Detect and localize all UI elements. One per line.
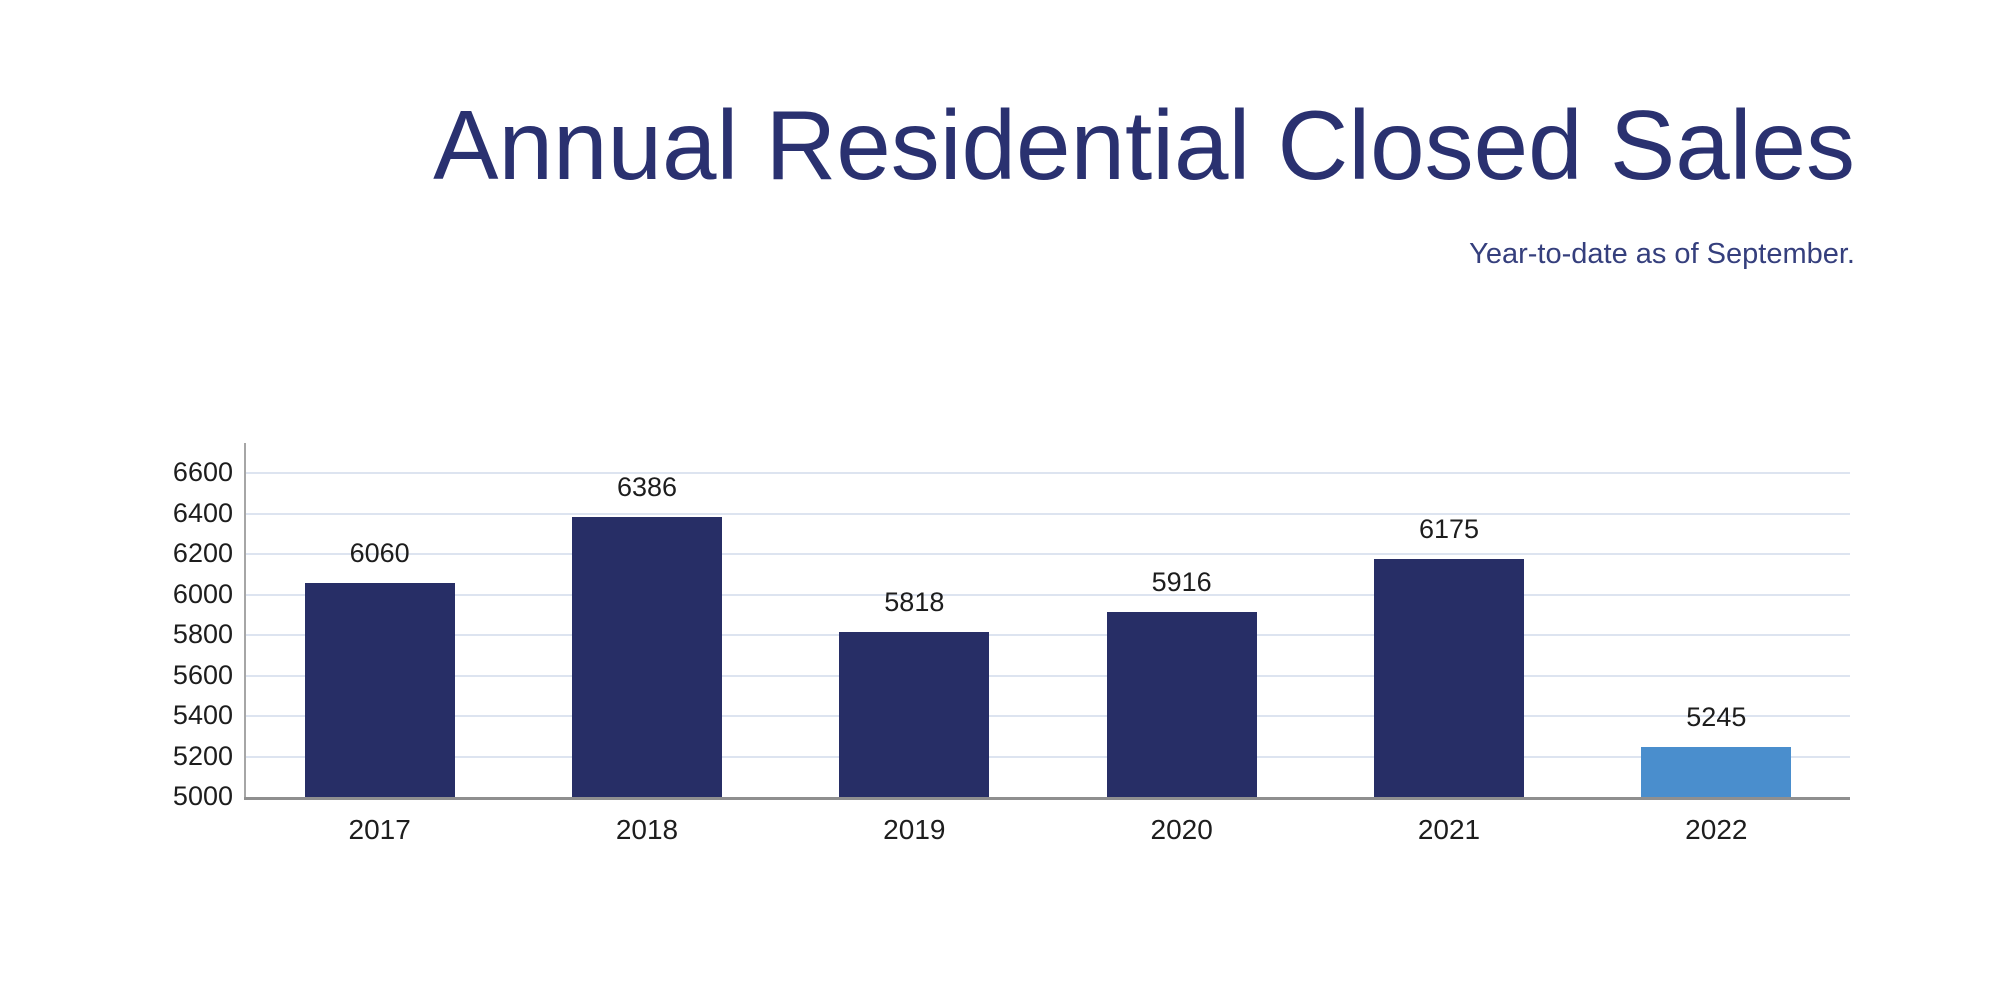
gridline-6000 <box>246 593 1850 596</box>
x-axis-label-2020: 2020 <box>1150 814 1213 845</box>
bar-value-label-2020: 5916 <box>1151 566 1212 597</box>
x-axis-line <box>244 797 1850 800</box>
gridline-6400 <box>246 512 1850 515</box>
gridline-6600 <box>246 472 1850 475</box>
x-axis-label-2022: 2022 <box>1685 814 1748 845</box>
chart-header: Annual Residential Closed Sales Year-to-… <box>433 96 1855 269</box>
y-axis-line <box>244 443 246 797</box>
y-axis-label-5200: 5200 <box>172 740 233 771</box>
chart-subtitle: Year-to-date as of September. <box>1469 238 1855 270</box>
y-axis-label-6400: 6400 <box>172 497 233 528</box>
y-axis-label-6200: 6200 <box>172 538 233 569</box>
gridline-5600 <box>246 674 1850 677</box>
y-axis-label-5400: 5400 <box>172 700 233 731</box>
x-axis-label-2017: 2017 <box>348 814 411 845</box>
gridline-5400 <box>246 715 1850 718</box>
y-axis-label-5600: 5600 <box>172 659 233 690</box>
y-axis-label-5800: 5800 <box>172 619 233 650</box>
bar-2018 <box>572 516 722 797</box>
chart-title: Annual Residential Closed Sales <box>433 90 1855 200</box>
bar-chart-plot: 5000 5200 5400 5600 5800 6000 6200 6400 6600 6060… <box>173 443 1850 844</box>
bar-value-label-2022: 5245 <box>1686 702 1747 733</box>
bar-2021 <box>1374 559 1524 797</box>
x-axis-label-2021: 2021 <box>1417 814 1481 845</box>
bar-2019 <box>839 631 990 797</box>
y-axis-label-6000: 6000 <box>172 578 233 609</box>
bar-value-label-2021: 6175 <box>1418 514 1480 545</box>
bar-value-label-2018: 6386 <box>616 471 678 502</box>
bar-value-label-2017: 6060 <box>349 537 410 568</box>
bar-value-label-2019: 5818 <box>884 586 945 617</box>
bar-2022 <box>1641 747 1792 797</box>
gridline-5200 <box>246 755 1850 758</box>
y-axis-label-6600: 6600 <box>172 457 233 488</box>
y-axis-label-5000: 5000 <box>172 781 233 811</box>
bar-2020 <box>1106 611 1257 797</box>
bar-2017 <box>304 582 455 797</box>
gridline-5800 <box>246 634 1850 637</box>
x-axis-label-2019: 2019 <box>883 814 946 845</box>
x-axis-label-2018: 2018 <box>615 814 679 845</box>
gridline-6200 <box>246 553 1850 556</box>
